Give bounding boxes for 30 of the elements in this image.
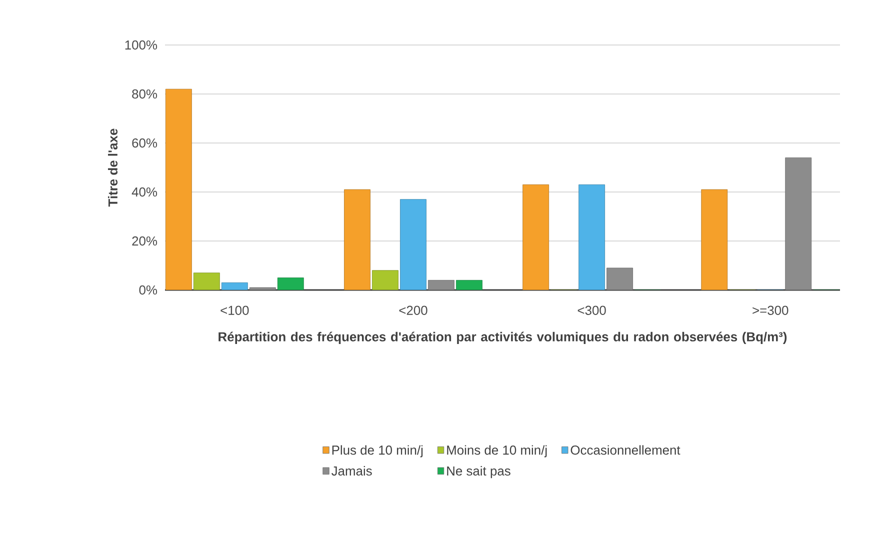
bar — [372, 270, 398, 290]
bar — [456, 280, 482, 290]
legend-label: Plus de 10 min/j — [332, 445, 423, 458]
bar — [606, 268, 633, 290]
bar — [785, 158, 812, 290]
x-tick-label: <200 — [399, 306, 428, 315]
y-tick-label: 60% — [132, 138, 158, 148]
legend-label: Occasionnellement — [570, 445, 680, 455]
x-axis-title: Répartition des fréquences d'aération par activités volumiques du radon observées (Bq/m³) — [218, 332, 787, 344]
bar — [578, 184, 605, 290]
bar — [428, 280, 454, 290]
y-axis-title: Titre de l'axe — [108, 128, 118, 207]
bar — [344, 189, 370, 290]
bar — [400, 199, 426, 290]
x-tick-label: <100 — [220, 306, 249, 315]
legend-label: Ne sait pas — [447, 466, 510, 478]
bar — [701, 189, 728, 290]
x-tick-label: <300 — [578, 306, 606, 315]
bar — [278, 278, 304, 290]
legend-label: Moins de 10 min/j — [447, 445, 547, 458]
y-tick-label: 100% — [125, 40, 158, 50]
x-tick-label: >=300 — [752, 306, 788, 315]
y-tick-label: 0% — [139, 285, 158, 295]
bar — [522, 184, 550, 290]
legend-label: Jamais — [332, 466, 372, 476]
bar — [193, 272, 220, 290]
y-tick-label: 80% — [132, 89, 158, 99]
y-tick-label: 20% — [132, 236, 158, 246]
y-tick-label: 40% — [132, 187, 158, 197]
bar — [165, 88, 192, 290]
